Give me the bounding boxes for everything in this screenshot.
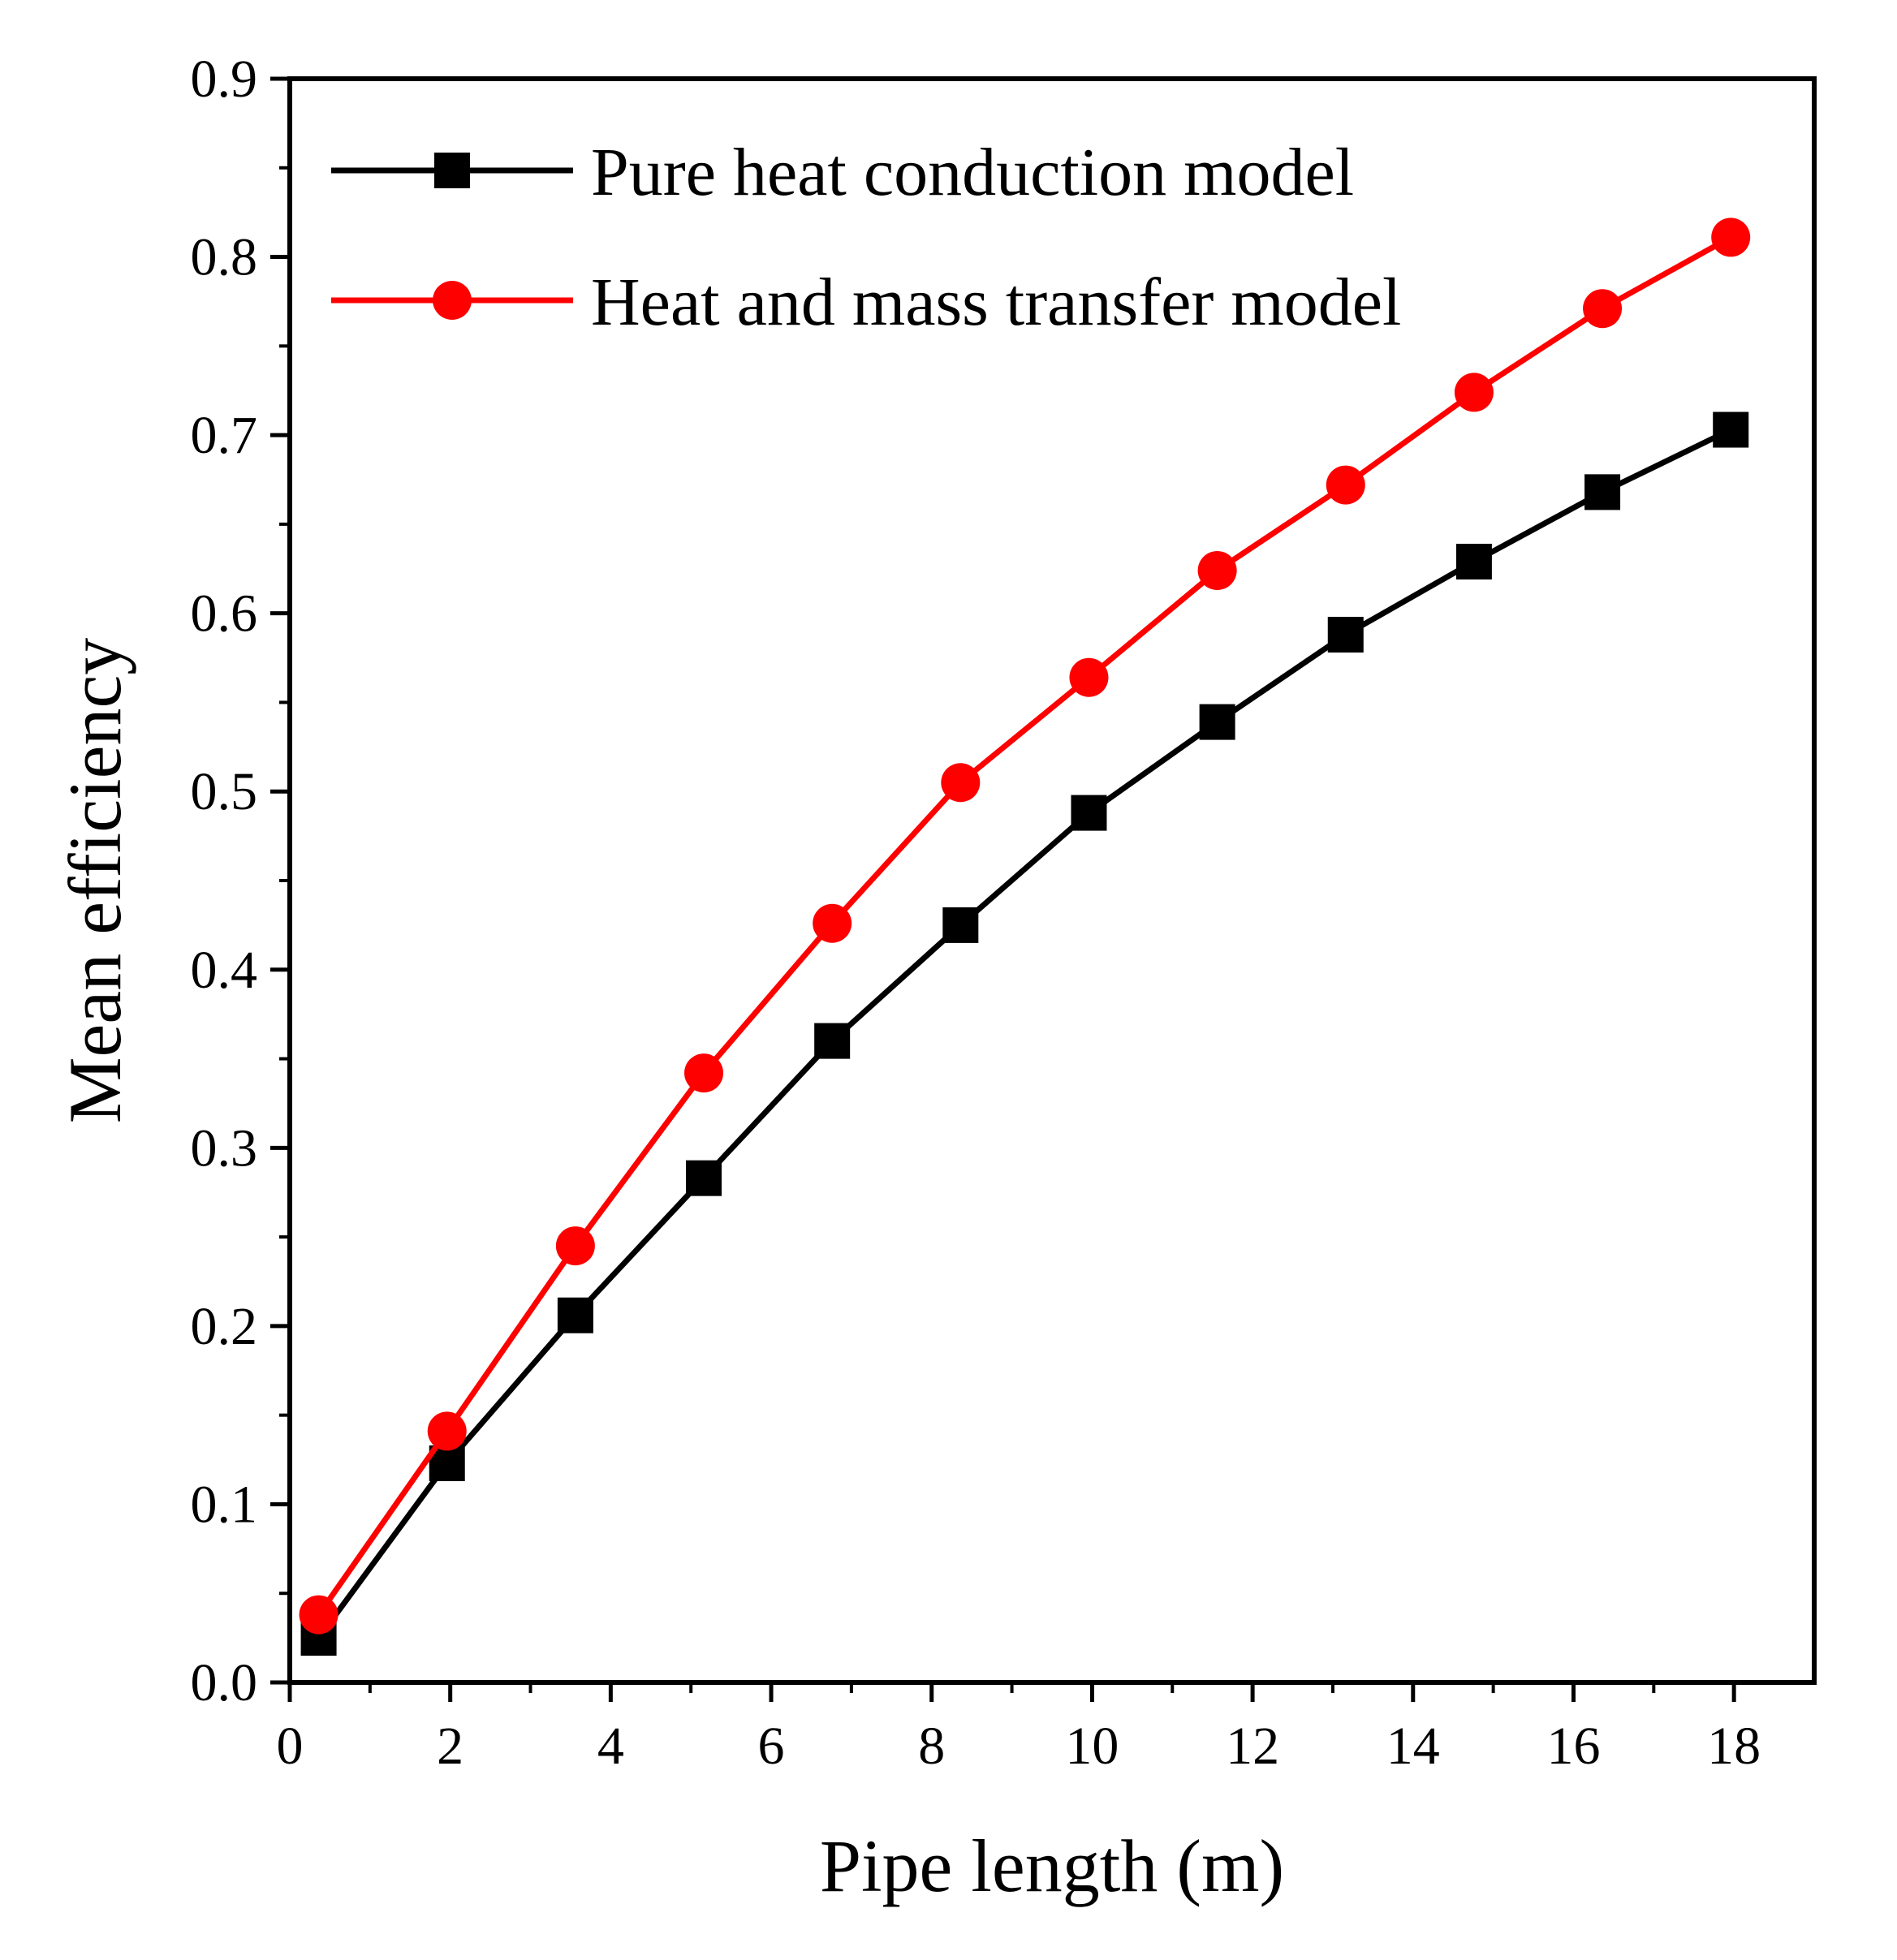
- data-point-circle: [555, 1226, 595, 1266]
- data-point-circle: [813, 903, 852, 943]
- y-tick-label: 0.8: [191, 228, 258, 287]
- y-tick-label: 0.2: [191, 1297, 258, 1356]
- data-point-square: [1199, 704, 1235, 740]
- series-line: [316, 235, 1732, 1617]
- y-tick-label: 0.1: [191, 1475, 258, 1534]
- data-point-circle: [427, 1411, 467, 1451]
- x-tick-label: 10: [1065, 1717, 1119, 1776]
- data-point-square: [557, 1297, 593, 1333]
- data-point-square: [1713, 411, 1749, 448]
- x-tick-label: 6: [758, 1717, 785, 1776]
- y-tick-label: 0.6: [191, 584, 258, 644]
- data-point-circle: [1197, 550, 1237, 590]
- legend-label: Pure heat conduction model: [591, 135, 1354, 210]
- legend-marker-circle: [433, 281, 472, 320]
- x-tick-label: 18: [1707, 1717, 1761, 1776]
- legend-item-1: Pure heat conduction model: [331, 135, 1354, 210]
- data-point-square: [1071, 795, 1107, 831]
- x-tick-label: 16: [1546, 1717, 1600, 1776]
- y-tick-label: 0.7: [191, 406, 258, 465]
- data-point-circle: [1069, 657, 1109, 697]
- series-2: [299, 218, 1751, 1635]
- y-tick-label: 0.0: [191, 1653, 258, 1712]
- data-point-square: [1327, 617, 1364, 653]
- series-line: [316, 427, 1732, 1640]
- data-point-square: [1584, 474, 1621, 510]
- legend: Pure heat conduction model Heat and mass …: [331, 135, 1401, 340]
- data-point-circle: [1454, 373, 1494, 412]
- data-point-circle: [1711, 218, 1751, 257]
- legend-marker-square: [434, 153, 470, 188]
- x-tick-label: 8: [918, 1717, 945, 1776]
- data-point-circle: [941, 763, 981, 803]
- axes: 0 2 4 6 8 10 12 14 16 18 0.0 0.1 0.2 0.3 0.4 0.5 0.6 0.7 0…: [54, 50, 1817, 1907]
- x-tick-label: 14: [1386, 1717, 1440, 1776]
- data-point-square: [1455, 543, 1492, 579]
- legend-item-2: Heat and mass transfer model: [331, 265, 1401, 340]
- y-axis-title: Mean efficiency: [54, 638, 136, 1124]
- y-tick-label: 0.4: [191, 941, 258, 1000]
- x-tick-label: 4: [597, 1717, 624, 1776]
- y-tick-label: 0.3: [191, 1118, 258, 1178]
- data-point-square: [814, 1023, 851, 1059]
- x-tick-label: 12: [1226, 1717, 1279, 1776]
- data-point-circle: [299, 1595, 338, 1635]
- data-point-square: [942, 907, 979, 943]
- data-point-circle: [684, 1053, 724, 1093]
- x-tick-label: 0: [277, 1717, 304, 1776]
- x-axis-title: Pipe length (m): [820, 1824, 1284, 1907]
- y-tick-label: 0.9: [191, 50, 258, 109]
- y-tick-label: 0.5: [191, 762, 258, 821]
- data-point-circle: [1583, 289, 1623, 329]
- data-point-square: [686, 1160, 722, 1196]
- data-point-circle: [1326, 465, 1365, 505]
- plot-area: [299, 218, 1751, 1656]
- legend-label: Heat and mass transfer model: [591, 265, 1401, 340]
- x-tick-label: 2: [437, 1717, 463, 1776]
